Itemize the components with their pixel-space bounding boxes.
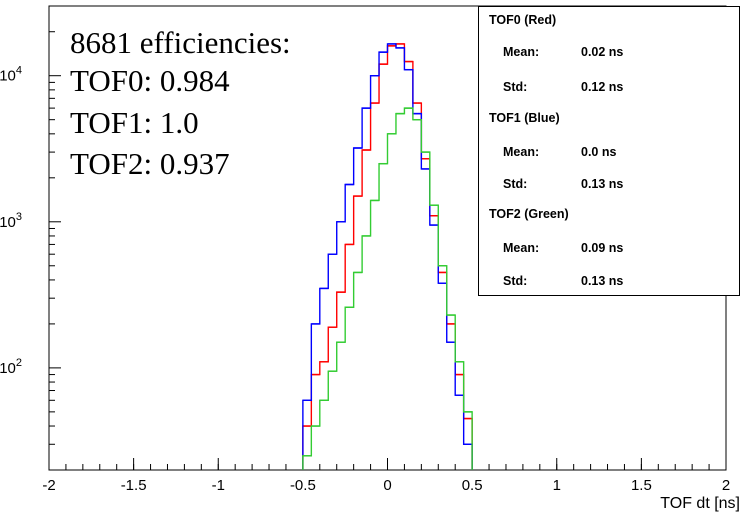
stats-mean-label: Mean: (503, 145, 540, 159)
stats-std-value: 0.13 ns (581, 177, 624, 191)
x-axis: -2 -1.5 -1 -0.5 0 0.5 1 1.5 2 (42, 458, 730, 494)
stats-std-value: 0.12 ns (581, 80, 624, 94)
stats-std-label: Std: (503, 80, 528, 94)
x-tick-label: 1.5 (631, 477, 652, 494)
stats-mean-value: 0.09 ns (581, 241, 624, 255)
annotation-line: TOF1: 1.0 (70, 105, 199, 140)
stats-std-label: Std: (503, 274, 528, 288)
x-tick-label: 0 (383, 477, 391, 494)
x-tick-label: -1.5 (121, 477, 147, 494)
x-tick-label: 1 (553, 477, 561, 494)
stats-std-label: Std: (503, 177, 528, 191)
stats-mean-value: 0.0 ns (581, 145, 617, 159)
stats-mean-value: 0.02 ns (581, 45, 624, 59)
histogram-tof2 (302, 107, 473, 470)
stats-title-tof2: TOF2 (Green) (489, 207, 569, 221)
x-axis-label: TOF dt [ns] (660, 495, 740, 512)
y-tick-label: 103 (0, 211, 22, 231)
histogram-outline (302, 43, 473, 470)
x-tick-label: -2 (42, 477, 55, 494)
histogram-tof1 (302, 43, 473, 470)
stats-box: TOF0 (Red) Mean: 0.02 ns Std: 0.12 ns TOF1… (478, 6, 740, 296)
histograms (302, 43, 473, 470)
stats-mean-label: Mean: (503, 241, 540, 255)
stats-title-tof0: TOF0 (Red) (489, 13, 557, 27)
histogram-outline (302, 107, 473, 470)
y-tick-label: 102 (0, 357, 22, 377)
x-tick-label: 0.5 (462, 477, 483, 494)
annotation-line: 8681 efficiencies: (70, 25, 291, 60)
stats-mean-label: Mean: (503, 45, 540, 59)
x-tick-label: 2 (722, 477, 730, 494)
y-axis: 102 103 104 (0, 5, 61, 471)
stats-std-value: 0.13 ns (581, 274, 624, 288)
annotation-line: TOF0: 0.984 (70, 63, 230, 98)
y-tick-label: 104 (0, 65, 22, 85)
annotation-line: TOF2: 0.937 (70, 146, 230, 181)
x-tick-label: -0.5 (290, 477, 316, 494)
stats-title-tof1: TOF1 (Blue) (489, 111, 560, 125)
x-tick-label: -1 (212, 477, 225, 494)
